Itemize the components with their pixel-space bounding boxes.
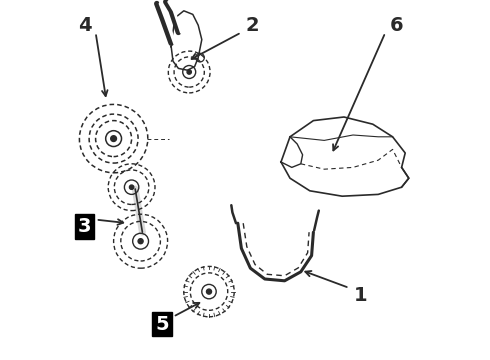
Circle shape <box>202 284 216 299</box>
Circle shape <box>183 66 196 78</box>
Circle shape <box>124 180 139 194</box>
Text: 5: 5 <box>155 315 169 333</box>
Circle shape <box>106 131 122 147</box>
Circle shape <box>129 185 134 189</box>
Text: 3: 3 <box>78 217 92 236</box>
Circle shape <box>206 289 212 294</box>
Text: 2: 2 <box>245 16 259 35</box>
Text: 1: 1 <box>353 286 367 305</box>
Circle shape <box>111 136 117 141</box>
Circle shape <box>138 239 143 244</box>
Text: 4: 4 <box>78 16 92 35</box>
Text: 6: 6 <box>390 16 403 35</box>
Circle shape <box>187 70 192 74</box>
Circle shape <box>133 233 148 249</box>
